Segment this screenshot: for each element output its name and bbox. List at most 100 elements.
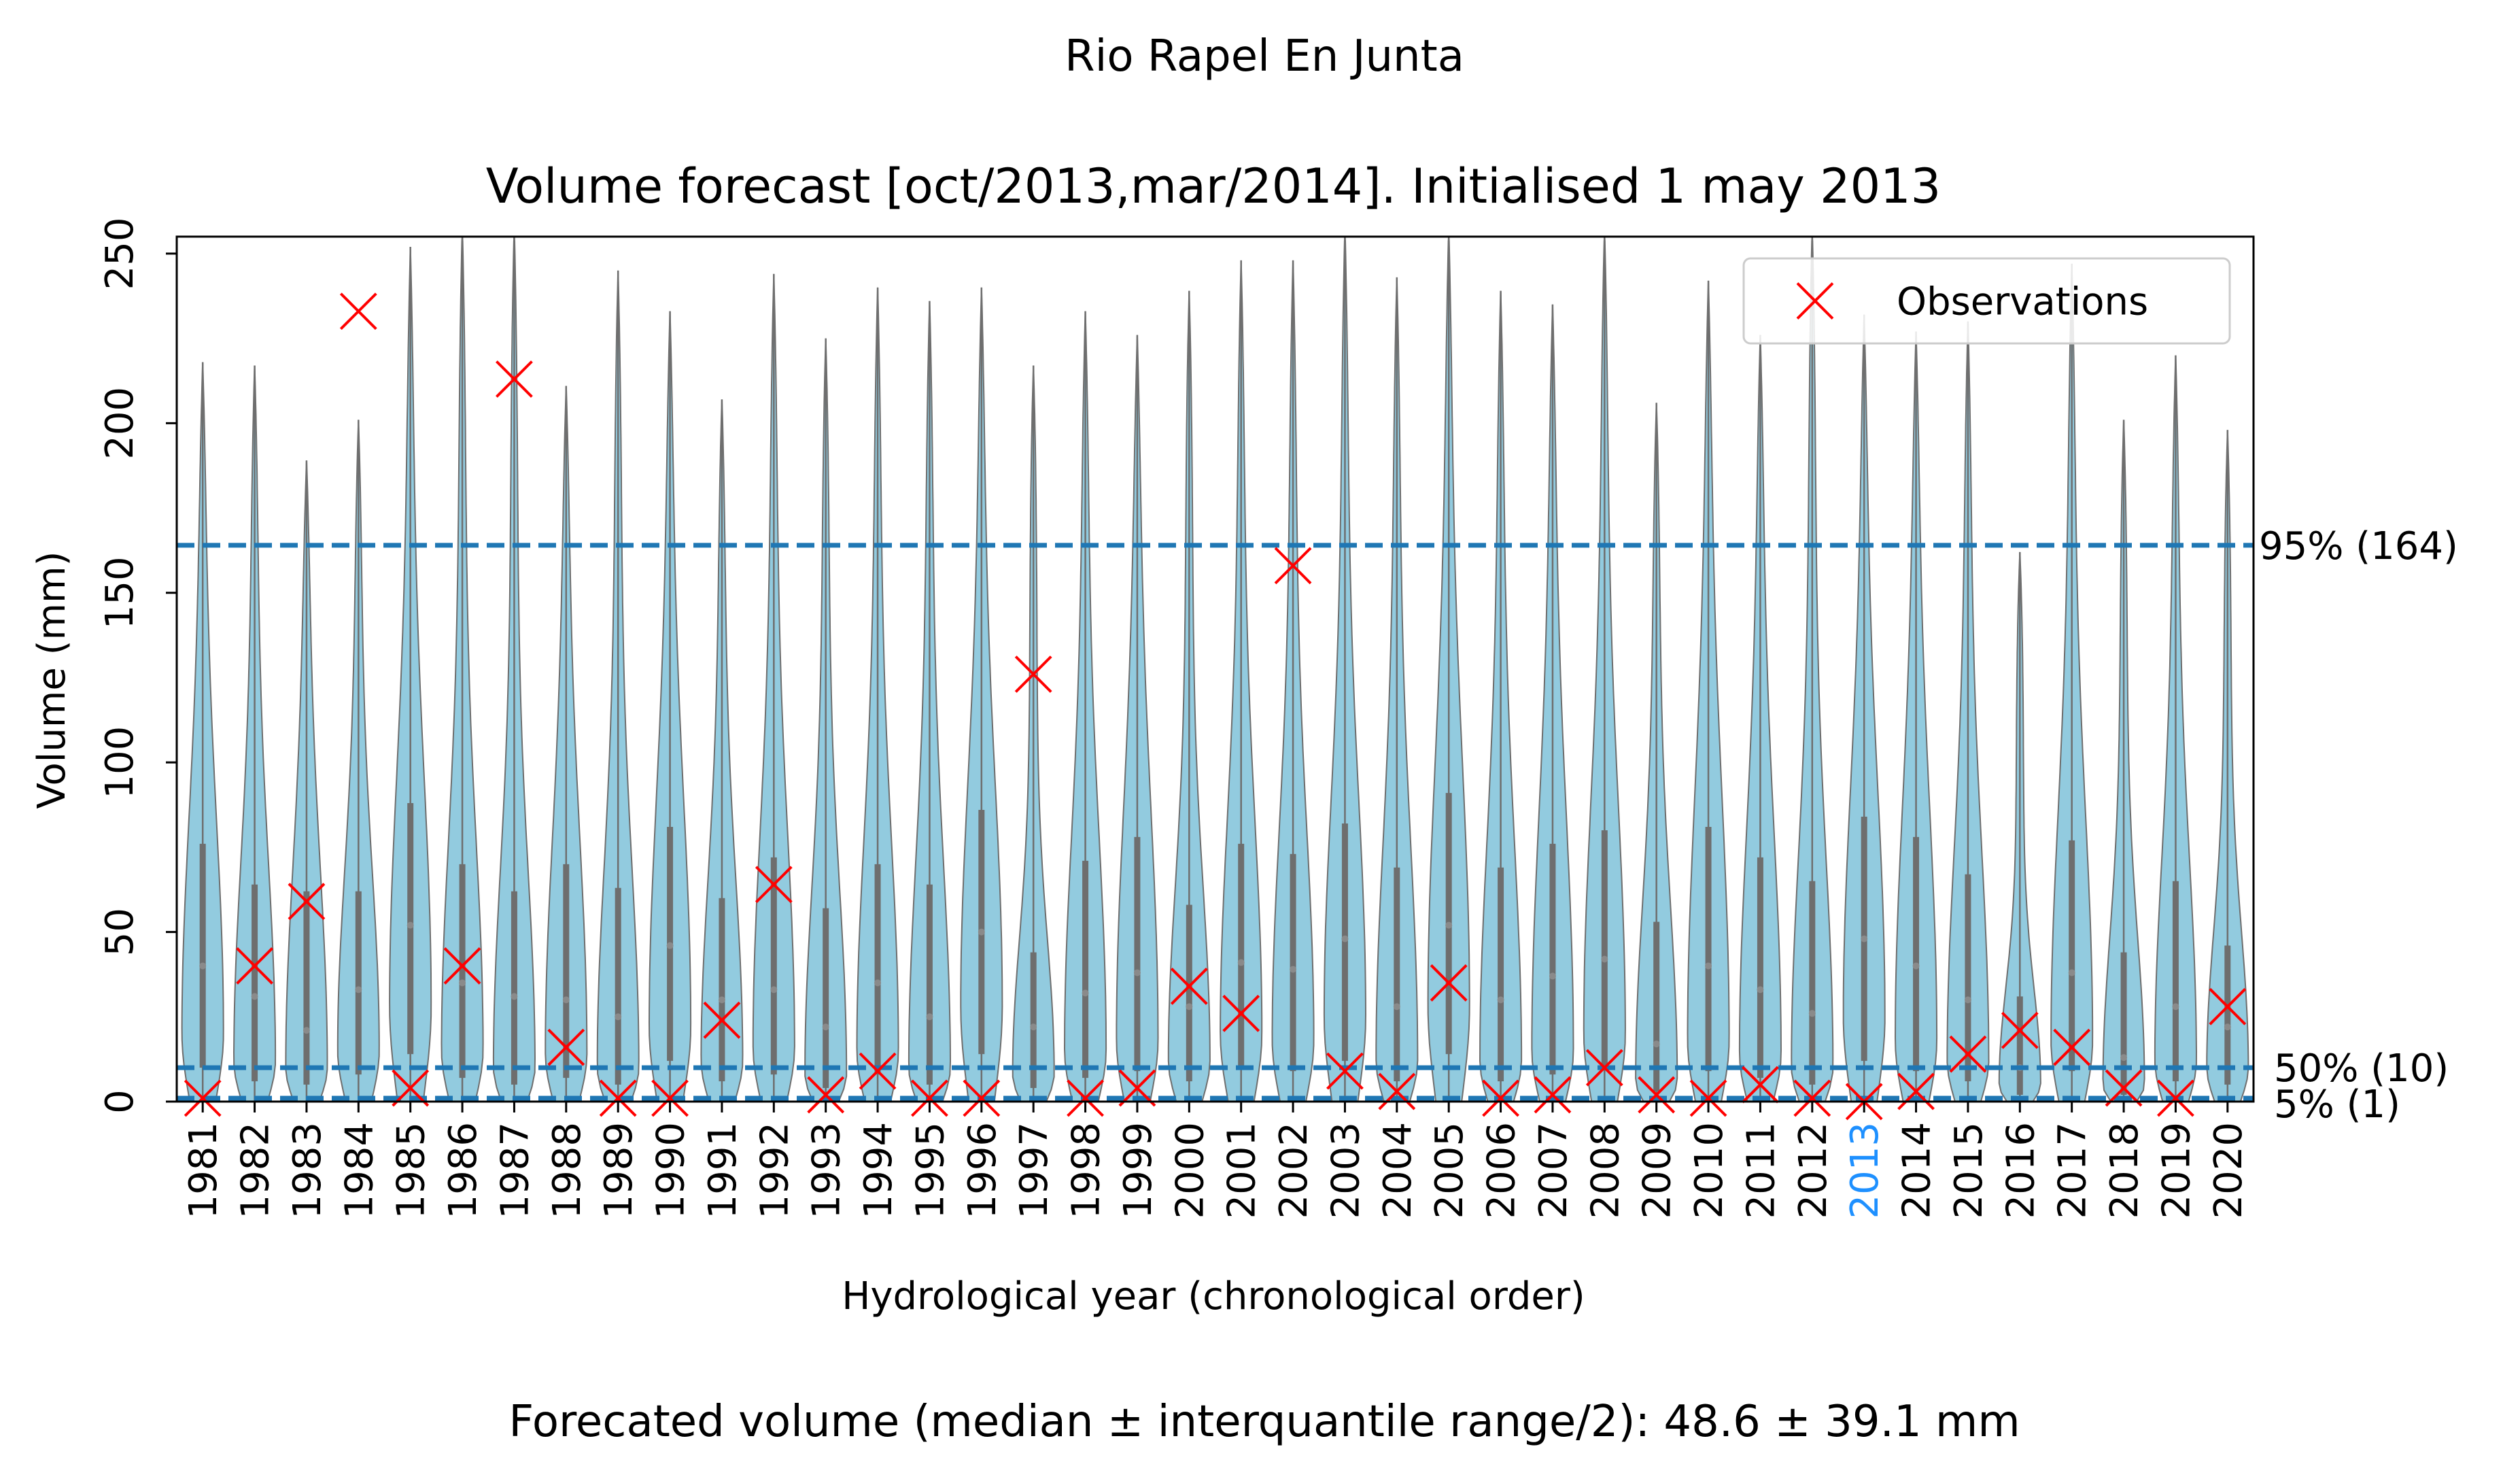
violin-median-1987	[511, 993, 518, 1000]
x-tick-label-2005: 2005	[1428, 1122, 1472, 1219]
violin-median-2001	[1237, 959, 1245, 966]
x-tick-label-1984: 1984	[337, 1122, 381, 1219]
y-tick-label-100: 100	[98, 726, 142, 799]
x-tick-label-2016: 2016	[1999, 1122, 2043, 1219]
legend-box	[1742, 257, 2231, 345]
violin-median-2005	[1445, 921, 1453, 929]
legend: Observations	[1742, 257, 2231, 345]
x-tick-label-1981: 1981	[182, 1122, 226, 1219]
observation-marker-1996	[963, 1079, 1001, 1117]
observation-marker-1991	[703, 1001, 741, 1039]
observation-marker-1982	[236, 947, 273, 985]
violin-median-1996	[978, 928, 985, 936]
x-tick-label-2006: 2006	[1480, 1122, 1524, 1219]
x-tick-label-1992: 1992	[753, 1122, 797, 1219]
violin-median-2009	[1653, 1040, 1660, 1048]
violin-median-2014	[1912, 962, 1920, 970]
reference-line-label-2: 5% (1)	[2274, 1083, 2400, 1127]
observation-marker-2011	[1742, 1066, 1779, 1104]
x-tick-label-2007: 2007	[1532, 1122, 1576, 1219]
violin-median-2006	[1497, 996, 1504, 1004]
violin-median-2013	[1861, 935, 1868, 942]
observation-marker-1990	[651, 1079, 689, 1117]
violin-median-1990	[666, 942, 674, 949]
violin-median-1991	[718, 996, 725, 1004]
violin-median-1986	[459, 979, 466, 987]
violin-median-2012	[1808, 1010, 1816, 1017]
violin-median-1985	[407, 921, 414, 929]
violin-median-2017	[2068, 969, 2075, 976]
observation-marker-2005	[1430, 964, 1468, 1002]
x-tick-label-1998: 1998	[1065, 1122, 1109, 1219]
violin-median-1993	[822, 1023, 829, 1031]
x-tick-label-1989: 1989	[597, 1122, 641, 1219]
observation-marker-1994	[859, 1052, 897, 1090]
x-tick-label-2011: 2011	[1739, 1122, 1783, 1219]
y-tick-label-250: 250	[98, 217, 142, 290]
x-tick-label-1999: 1999	[1116, 1122, 1160, 1219]
violin-median-2019	[2172, 1003, 2179, 1010]
observation-marker-2010	[1689, 1079, 1727, 1117]
reference-line-labels: 95% (164) 50% (10)5% (1)	[2259, 524, 2458, 1127]
y-tick-label-0: 0	[98, 1089, 142, 1114]
y-axis: 0 50 100 150 200 250	[98, 217, 177, 1114]
x-tick-label-2002: 2002	[1272, 1122, 1316, 1219]
violin-median-1994	[874, 979, 882, 987]
x-tick-label-2014: 2014	[1895, 1122, 1939, 1219]
x-tick-label-2012: 2012	[1791, 1122, 1835, 1219]
x-tick-label-1985: 1985	[390, 1122, 434, 1219]
observation-marker-1995	[911, 1079, 948, 1117]
observation-marker-2007	[1534, 1076, 1572, 1114]
x-tick-label-2003: 2003	[1324, 1122, 1368, 1219]
observation-marker-1984	[339, 292, 377, 330]
x-tick-label-1994: 1994	[857, 1122, 901, 1219]
observation-marker-1993	[807, 1076, 845, 1114]
observation-marker-2008	[1585, 1049, 1623, 1087]
x-tick-label-2008: 2008	[1583, 1122, 1627, 1219]
x-tick-label-1991: 1991	[701, 1122, 745, 1219]
observation-marker-2001	[1222, 994, 1260, 1032]
violin-median-2000	[1186, 1003, 1193, 1010]
x-tick-label-2013: 2013	[1843, 1122, 1887, 1219]
x-axis-label: Hydrological year (chronological order)	[842, 1274, 1585, 1319]
violin-median-2020	[2224, 1023, 2231, 1031]
observation-marker-2020	[2209, 987, 2247, 1025]
violin-median-2018	[2120, 1054, 2128, 1061]
observation-marker-1988	[547, 1028, 585, 1066]
observation-marker-1997	[1014, 656, 1052, 693]
violin-median-1992	[770, 986, 778, 993]
x-tick-label-2015: 2015	[1947, 1122, 1991, 1219]
reference-line-label-0: 95% (164)	[2259, 524, 2458, 568]
violin-median-2015	[1964, 996, 1971, 1004]
x-tick-label-1995: 1995	[908, 1122, 952, 1219]
violin-median-1999	[1133, 969, 1141, 976]
violin-median-2007	[1549, 972, 1556, 980]
x-tick-label-1987: 1987	[493, 1122, 537, 1219]
observation-marker-1983	[288, 883, 326, 921]
observation-marker-1999	[1118, 1069, 1156, 1107]
violin-median-1997	[1030, 1023, 1037, 1031]
violin-median-1981	[199, 962, 207, 970]
y-tick-label-50: 50	[98, 908, 142, 956]
x-tick-label-1988: 1988	[545, 1122, 589, 1219]
observation-marker-1998	[1067, 1079, 1104, 1117]
footer-summary: Forecated volume (median ± interquantile…	[508, 1397, 2020, 1447]
observation-marker-1987	[496, 360, 533, 398]
violin-median-1995	[926, 1013, 933, 1021]
x-tick-label-2018: 2018	[2103, 1122, 2147, 1219]
observation-marker-2015	[1949, 1035, 1987, 1073]
violin-median-2004	[1393, 1003, 1400, 1010]
figure-suptitle: Rio Rapel En Junta	[1065, 31, 1464, 82]
observation-marker-2018	[2105, 1069, 2143, 1107]
violin-median-1983	[303, 1027, 310, 1034]
x-tick-label-2004: 2004	[1376, 1122, 1420, 1219]
observation-marker-1989	[599, 1079, 637, 1117]
x-tick-label-2019: 2019	[2154, 1122, 2198, 1219]
violin-median-2010	[1705, 962, 1712, 970]
observation-marker-2019	[2157, 1079, 2194, 1117]
observation-marker-1985	[392, 1069, 430, 1107]
x-tick-label-2017: 2017	[2051, 1122, 2095, 1219]
x-tick-label-1982: 1982	[234, 1122, 278, 1219]
violin-median-1988	[562, 996, 570, 1004]
